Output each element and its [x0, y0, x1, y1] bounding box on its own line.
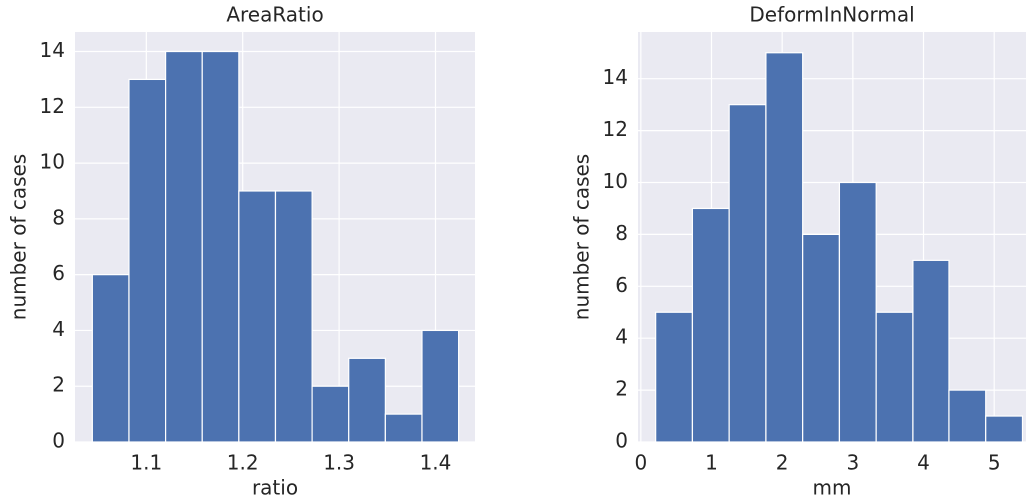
y-tick-label: 6 [615, 273, 628, 297]
x-tick-label: 1.2 [227, 451, 259, 475]
chart-title: AreaRatio [226, 3, 323, 27]
y-tick-label: 0 [615, 429, 628, 453]
x-tick-label: 1.1 [130, 451, 162, 475]
x-tick-label: 0 [634, 451, 647, 475]
y-tick-label: 4 [52, 317, 65, 341]
bar [238, 190, 277, 443]
x-tick-label: 5 [988, 451, 1001, 475]
x-axis-label: ratio [252, 476, 298, 500]
bar [838, 181, 877, 443]
bar [875, 311, 914, 443]
bar [691, 207, 730, 443]
y-tick-label: 12 [40, 94, 65, 118]
bar [165, 50, 203, 443]
x-axis-label: mm [813, 476, 852, 500]
bar [201, 50, 240, 443]
y-tick-label: 4 [615, 325, 628, 349]
y-tick-label: 14 [40, 38, 65, 62]
y-tick-label: 10 [40, 150, 65, 174]
y-tick-label: 12 [603, 117, 628, 141]
x-tick-label: 3 [846, 451, 859, 475]
bar [311, 385, 350, 443]
x-tick-label: 2 [776, 451, 789, 475]
bar [728, 104, 767, 443]
x-tick-label: 4 [917, 451, 930, 475]
bar [91, 274, 130, 443]
bar [985, 415, 1024, 443]
x-tick-label: 1 [705, 451, 718, 475]
bar [274, 190, 313, 443]
y-tick-label: 0 [52, 429, 65, 453]
y-tick-label: 10 [603, 169, 628, 193]
bar [421, 329, 460, 443]
y-tick-label: 6 [52, 261, 65, 285]
bar [128, 78, 167, 443]
y-tick-label: 2 [52, 373, 65, 397]
y-axis-label: number of cases [570, 154, 594, 320]
x-tick-label: 1.3 [323, 451, 355, 475]
bar [655, 311, 694, 443]
y-tick-label: 2 [615, 377, 628, 401]
y-axis-label: number of cases [7, 154, 31, 320]
y-tick-label: 8 [615, 221, 628, 245]
y-tick-label: 8 [52, 205, 65, 229]
bar [348, 357, 386, 443]
bar [765, 52, 804, 443]
bar [948, 389, 987, 443]
x-tick-label: 1.4 [420, 451, 452, 475]
bar [802, 233, 841, 443]
y-tick-label: 14 [603, 65, 628, 89]
bar [912, 259, 950, 443]
chart-title: DeformInNormal [749, 3, 914, 27]
bar [384, 413, 423, 443]
